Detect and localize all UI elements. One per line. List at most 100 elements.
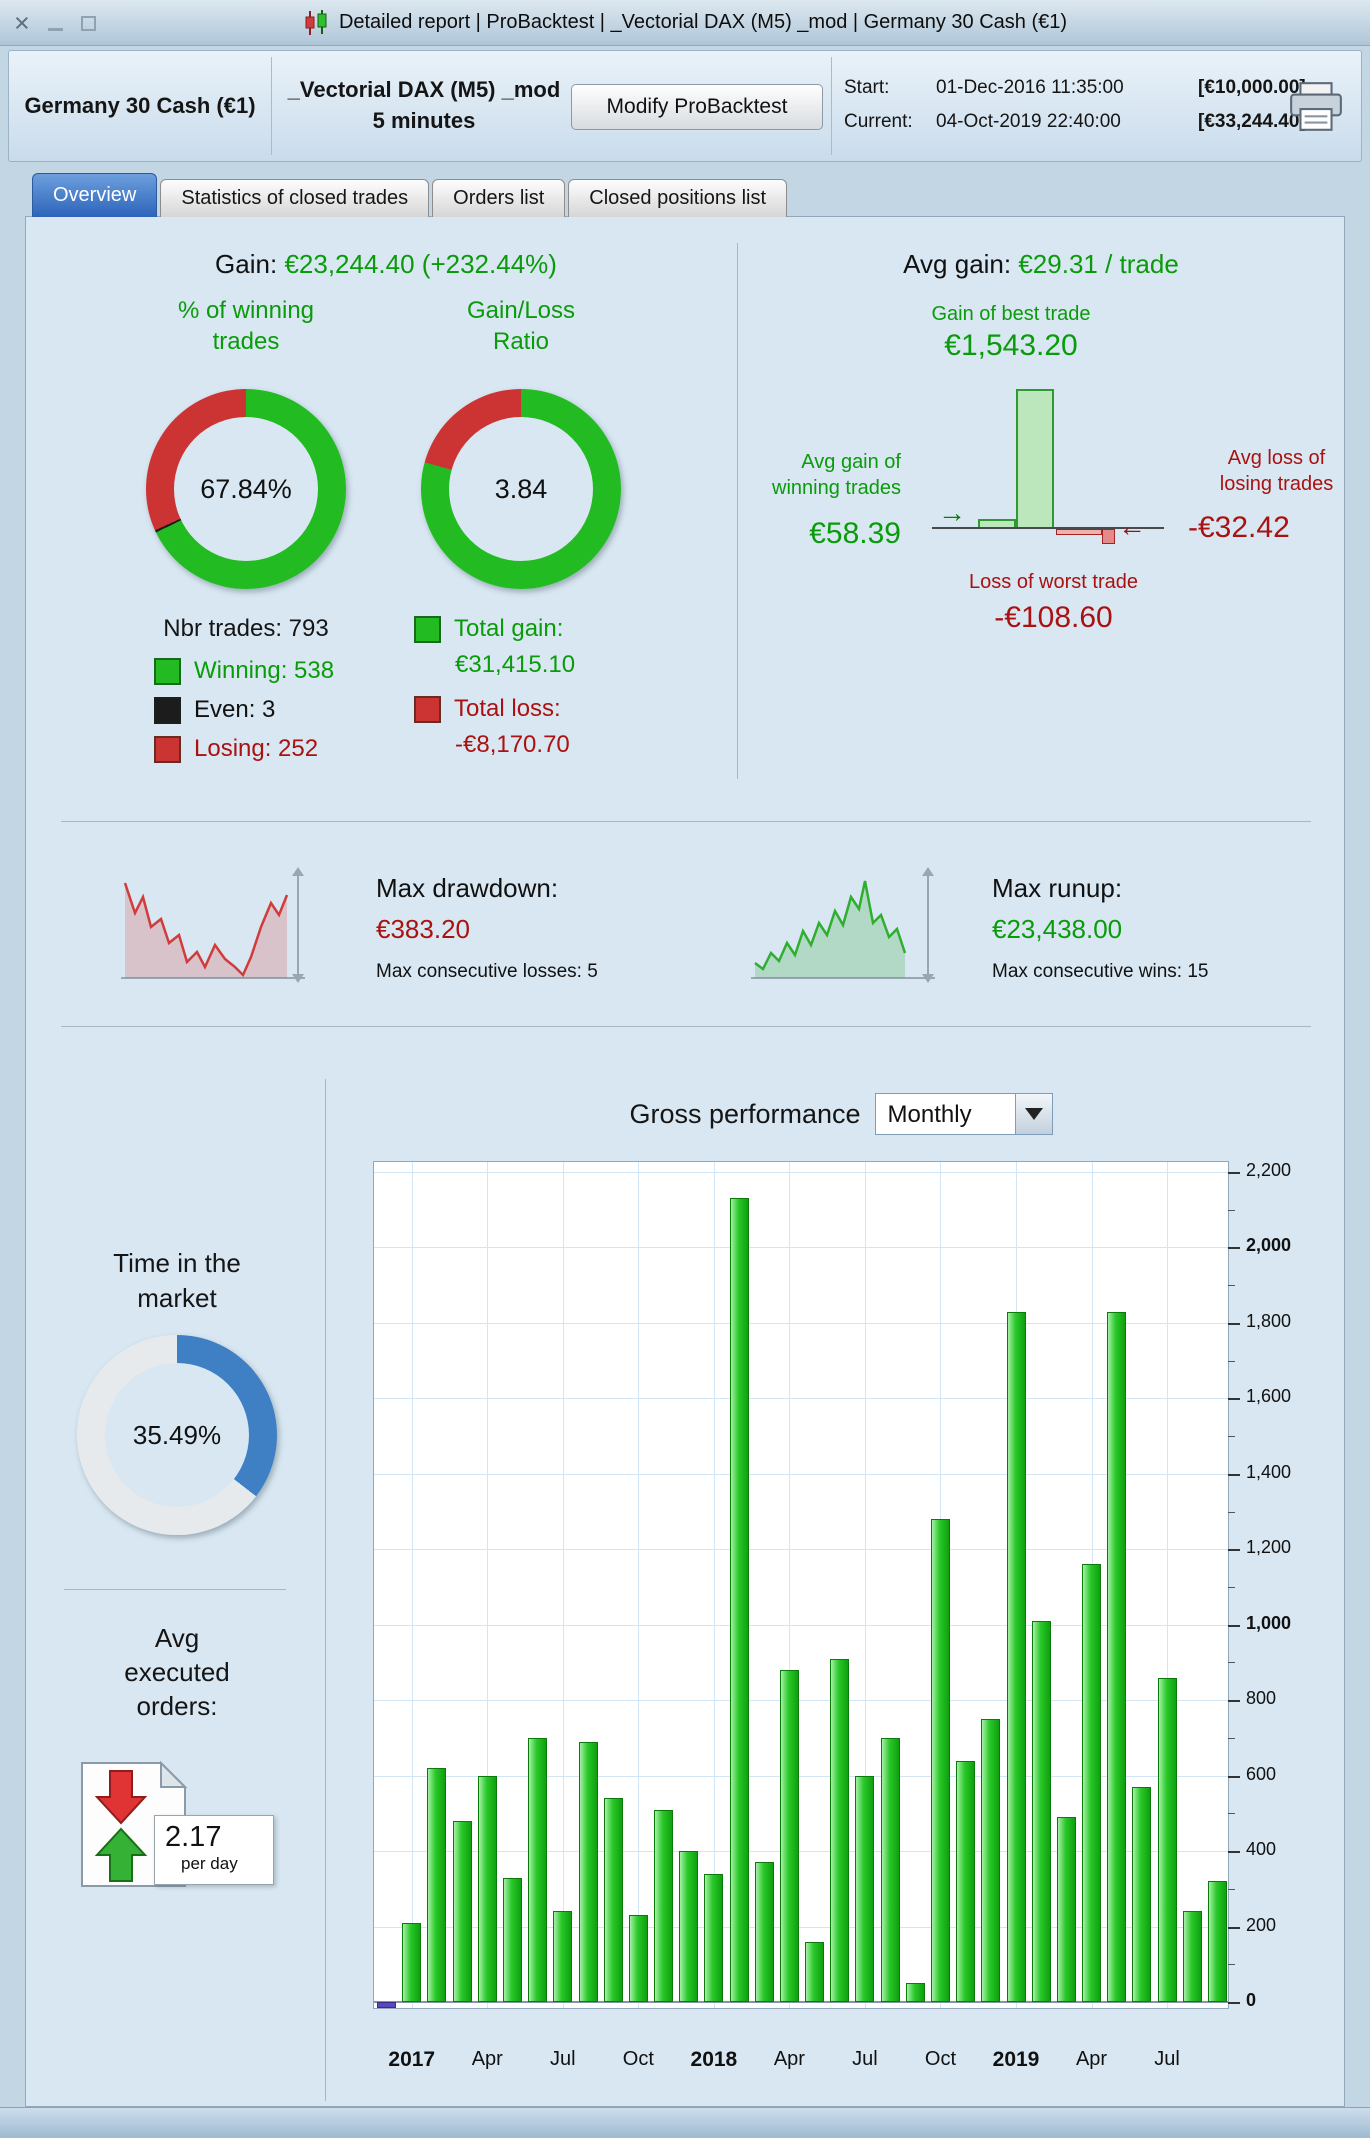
maximize-icon[interactable]	[80, 15, 96, 31]
performance-bar	[1056, 1817, 1076, 2002]
gridline	[411, 1162, 413, 2008]
performance-bar	[855, 1775, 875, 2002]
y-axis-label: 1,200	[1246, 1537, 1292, 1558]
x-axis-label: 2017	[388, 2048, 436, 2071]
gridline	[374, 1624, 1228, 1626]
dropdown-button[interactable]	[1014, 1094, 1052, 1134]
section-divider	[64, 1589, 286, 1590]
performance-bar	[729, 1198, 749, 2002]
y-axis-label: 400	[1246, 1839, 1277, 1860]
y-tick-minor	[1228, 1511, 1235, 1513]
tab-closed-positions-list[interactable]: Closed positions list	[568, 179, 788, 217]
winning-swatch	[154, 657, 181, 685]
gridline	[374, 1549, 1228, 1551]
avg-loss-value: -€32.42	[1188, 511, 1290, 544]
y-axis-label: 1,000	[1246, 1612, 1292, 1633]
x-axis-label: Jul	[852, 2048, 878, 2070]
gridline	[374, 1775, 1228, 1777]
y-axis-label: 800	[1246, 1688, 1277, 1709]
ratio-value: 3.84	[449, 417, 593, 561]
performance-bar	[578, 1741, 598, 2002]
close-icon[interactable]: ×	[14, 7, 30, 38]
avg-orders-title: Avg executed orders:	[124, 1623, 230, 1721]
y-tick-minor	[1228, 1662, 1235, 1664]
avg-win-label: Avg gain of winning trades	[772, 451, 901, 499]
y-tick	[1228, 1700, 1240, 1703]
period-dropdown[interactable]: Monthly	[874, 1093, 1053, 1135]
candlestick-icon	[305, 9, 327, 35]
performance-bar	[930, 1519, 950, 2002]
x-axis-label: Apr	[471, 2048, 503, 2070]
losing-count: Losing: 252	[194, 735, 319, 762]
avg-loss-bar	[1056, 529, 1102, 535]
winning-donut: 67.84%	[146, 389, 346, 589]
tab-orders-list[interactable]: Orders list	[432, 179, 566, 217]
total-gain-value: €31,415.10	[455, 651, 576, 678]
y-tick	[1228, 1322, 1240, 1325]
y-axis-label: 1,600	[1246, 1386, 1292, 1407]
performance-bar	[528, 1737, 548, 2002]
avg-loss-label: Avg loss of losing trades	[1219, 447, 1334, 495]
gain-value: €23,244.40 (+232.44%)	[284, 249, 557, 279]
minimize-icon[interactable]	[47, 16, 63, 31]
avg-win-value: €58.39	[809, 517, 901, 550]
modify-probacktest-button[interactable]: Modify ProBacktest	[571, 84, 823, 130]
arrow-right-icon: →	[938, 497, 966, 528]
performance-bar	[1107, 1311, 1127, 2002]
drawdown-sparkline-icon	[121, 867, 305, 983]
gridline	[374, 1322, 1228, 1324]
instrument-name: Germany 30 Cash (€1)	[24, 93, 256, 118]
x-axis-label: Jul	[1154, 2048, 1180, 2070]
tab-statistics-of-closed-trades[interactable]: Statistics of closed trades	[160, 179, 430, 217]
gridline	[374, 1172, 1228, 1173]
performance-bar	[956, 1760, 976, 2002]
performance-bar	[905, 1983, 925, 2002]
x-axis-label: 2019	[992, 2048, 1040, 2071]
arrow-left-icon: ←	[1118, 511, 1146, 542]
section-divider	[737, 243, 738, 779]
x-axis-label: 2018	[690, 2048, 738, 2071]
print-button[interactable]	[1287, 81, 1345, 138]
gridline	[374, 1247, 1228, 1249]
y-tick	[1228, 1775, 1240, 1778]
y-tick	[1228, 1172, 1240, 1174]
y-tick	[1228, 1624, 1240, 1627]
y-axis-label: 600	[1246, 1763, 1277, 1784]
nbr-trades: Nbr trades: 793	[163, 615, 329, 642]
ratio-donut: 3.84	[421, 389, 621, 589]
max-drawdown-label: Max drawdown:	[376, 873, 559, 903]
performance-bar	[1157, 1677, 1177, 2002]
performance-bar	[679, 1851, 699, 2002]
y-axis-label: 1,400	[1246, 1461, 1292, 1482]
performance-bar	[477, 1775, 497, 2002]
performance-bar	[628, 1915, 648, 2002]
gross-performance-title: Gross performance	[629, 1098, 861, 1129]
avg-gain-value: €29.31 / trade	[1018, 249, 1179, 279]
performance-bar	[1132, 1786, 1152, 2002]
gridline	[638, 1162, 640, 2008]
performance-bar	[502, 1877, 522, 2002]
x-axis-label: Apr	[1075, 2048, 1108, 2070]
best-trade-bar	[1016, 389, 1054, 529]
performance-bar	[1006, 1311, 1026, 2002]
performance-chart: 0 200 400 600 800 1,000 1,200 1,400 1,600 1,800 2,…	[373, 1160, 1291, 2071]
y-tick-minor	[1228, 1360, 1235, 1362]
performance-bar	[1182, 1911, 1202, 2002]
up-arrow-icon	[94, 1827, 148, 1882]
max-consecutive-losses: Max consecutive losses: 5	[376, 961, 598, 982]
y-tick-minor	[1228, 1737, 1235, 1739]
tab-bar: Overview Statistics of closed trades Order…	[32, 173, 788, 217]
y-tick	[1228, 1398, 1240, 1401]
total-gain-label: Total gain:	[454, 615, 564, 642]
max-consecutive-wins: Max consecutive wins: 15	[992, 961, 1209, 982]
y-axis-label: 0	[1246, 1990, 1257, 2010]
x-axis-label: Oct	[622, 2048, 654, 2070]
gridline	[487, 1162, 489, 2008]
timeframe-label: 5 minutes	[372, 108, 476, 133]
max-runup-block: Max runup: €23,438.00 Max consecutive wi…	[992, 873, 1337, 983]
y-tick-minor	[1228, 1813, 1235, 1815]
y-axis-label: 2,200	[1246, 1160, 1292, 1180]
tab-overview[interactable]: Overview	[32, 173, 158, 217]
overview-panel: Gain: €23,244.40 (+232.44%) Avg gain: €2…	[25, 216, 1345, 2107]
performance-bar	[553, 1911, 573, 2002]
